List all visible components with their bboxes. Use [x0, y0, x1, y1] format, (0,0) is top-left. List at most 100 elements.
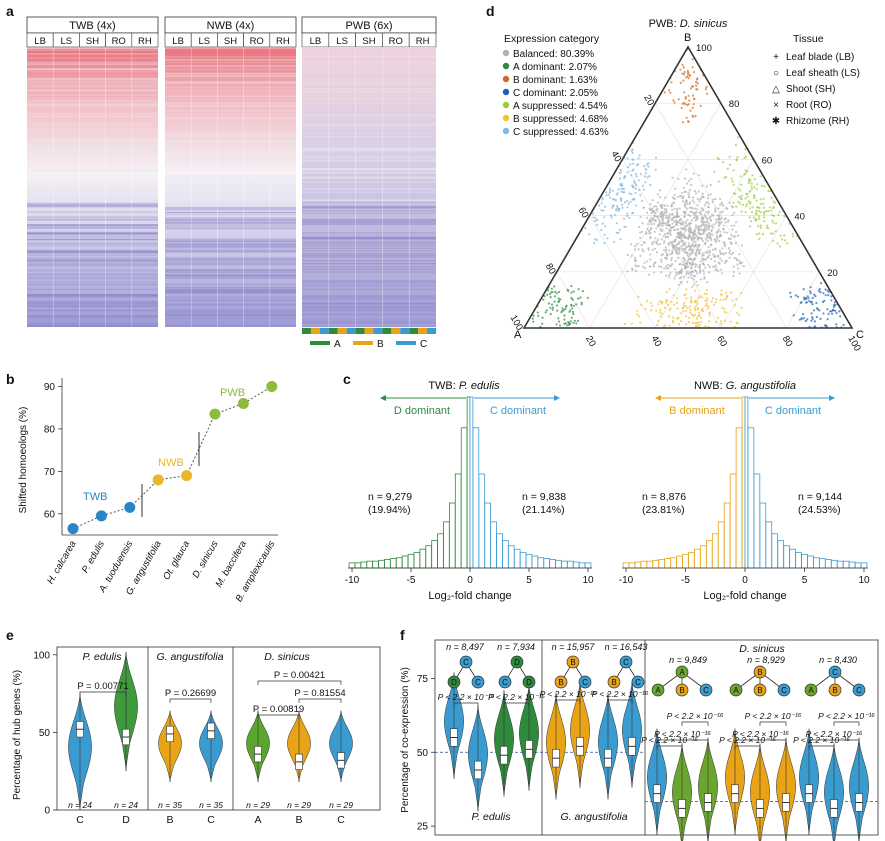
- ternary-point-b-suppressed: [733, 304, 736, 307]
- ternary-point-balanced: [658, 265, 661, 268]
- histogram-bar: [425, 545, 432, 569]
- ternary-vertex-a: A: [514, 329, 522, 341]
- panel-f-tree-node: [729, 683, 743, 697]
- heatmap-stripe: [302, 88, 436, 90]
- ternary-point-balanced: [665, 216, 668, 219]
- ternary-point-a-dominant: [563, 318, 566, 321]
- ternary-point-b-suppressed: [698, 323, 701, 326]
- heatmap-stripe: [302, 148, 436, 151]
- heatmap-stripe: [302, 259, 436, 262]
- ternary-point-balanced: [699, 260, 703, 263]
- panel-f: f Percentage of co-expression (%) 255075…: [400, 627, 879, 841]
- ternary-point-c-suppressed: [640, 199, 644, 202]
- heatmap-stripe: [302, 48, 436, 50]
- heatmap-group-title: NWB (4x): [207, 20, 255, 32]
- ternary-point-balanced: [653, 247, 657, 250]
- ternary-point-balanced: [712, 265, 715, 268]
- ternary-point-c-dominant: [829, 310, 832, 313]
- heatmap-stripe: [165, 47, 296, 50]
- tissue-legend-symbol: △: [772, 84, 780, 95]
- ternary-point-balanced: [699, 225, 702, 228]
- heatmap-stripe: [27, 140, 158, 142]
- heatmap-stripe: [27, 115, 158, 117]
- ternary-point-balanced: [720, 272, 724, 275]
- ternary-point-c-suppressed: [584, 227, 587, 230]
- histogram-bar: [634, 561, 642, 569]
- panel-e-n-label: n = 29: [246, 800, 270, 810]
- ternary-point-balanced: [734, 235, 737, 238]
- heatmap-stripe: [27, 48, 158, 49]
- histogram-xtick-label: 5: [526, 575, 532, 586]
- ternary-point-balanced: [651, 210, 654, 213]
- panel-e-xtick-label: B: [295, 814, 302, 826]
- ternary-point-balanced: [646, 260, 649, 263]
- ternary-point-balanced: [694, 240, 697, 243]
- ternary-point-c-dominant: [809, 292, 812, 295]
- ternary-point-balanced: [693, 201, 696, 204]
- heatmap-stripe: [27, 231, 158, 233]
- panel-b-point: [237, 397, 249, 409]
- heatmap-stripe: [27, 189, 158, 191]
- heatmap-stripe: [302, 91, 436, 94]
- ternary-point-c-suppressed: [620, 199, 623, 202]
- histogram-bar: [813, 557, 820, 569]
- ternary-point-b-suppressed: [710, 300, 713, 303]
- ternary-point-b-suppressed: [657, 319, 660, 322]
- histogram-bar: [711, 533, 719, 569]
- ternary-point-balanced: [653, 222, 656, 225]
- heatmap-tissue-label: LS: [60, 36, 72, 47]
- ternary-point-b-suppressed: [704, 325, 707, 328]
- ternary-point-c-suppressed: [626, 212, 629, 215]
- heatmap-stripe: [27, 57, 158, 59]
- heatmap-stripe: [27, 85, 158, 88]
- ternary-point-balanced: [722, 224, 725, 227]
- heatmap-stripe: [302, 303, 436, 306]
- ternary-point-balanced: [675, 221, 679, 224]
- ternary-point-b-suppressed: [708, 320, 711, 323]
- heatmap-stripe: [27, 283, 158, 286]
- heatmap-stripe: [302, 205, 436, 208]
- ternary-point-b-suppressed: [693, 307, 696, 310]
- ternary-point-a-suppressed: [736, 156, 739, 159]
- heatmap-stripe: [165, 90, 296, 92]
- ternary-point-c-dominant: [806, 318, 809, 321]
- ternary-point-c-suppressed: [618, 228, 622, 231]
- ternary-point-c-suppressed: [607, 194, 610, 197]
- ternary-point-c-suppressed: [600, 228, 603, 231]
- histogram-xtick-label: -10: [345, 575, 360, 586]
- heatmap-stripe: [302, 205, 436, 207]
- panel-f-tree-node-label: A: [655, 686, 661, 695]
- panel-label-a: a: [6, 3, 14, 19]
- heatmap-stripe: [27, 260, 158, 262]
- ternary-point-c-suppressed: [638, 188, 641, 192]
- ternary-point-b-dominant: [689, 109, 692, 112]
- ternary-point-a-suppressed: [744, 148, 747, 151]
- histogram-bar: [819, 558, 826, 569]
- panel-f-ytick-label: 75: [417, 674, 429, 685]
- heatmap-stripe: [27, 202, 158, 205]
- heatmap-stripe: [165, 102, 296, 104]
- heatmap-stripe: [165, 271, 296, 273]
- subgenome-colorbar-cell: [391, 328, 401, 334]
- heatmap-stripe: [302, 124, 436, 126]
- ternary-point-balanced: [700, 207, 703, 210]
- ternary-point-balanced: [645, 232, 648, 235]
- ternary-point-balanced: [713, 210, 717, 213]
- ternary-tick-left: 100: [507, 313, 524, 332]
- ternary-point-a-suppressed: [758, 217, 761, 220]
- heatmap-stripe: [165, 222, 296, 225]
- heatmap-stripe: [302, 223, 436, 225]
- heatmap-stripe: [165, 309, 296, 312]
- ternary-point-balanced: [668, 276, 671, 279]
- histogram-right-label: C dominant: [490, 405, 546, 417]
- ternary-legend-label: Balanced: 80.39%: [513, 49, 594, 60]
- ternary-point-a-dominant: [555, 292, 558, 295]
- heatmap-stripe: [27, 216, 158, 219]
- ternary-point-balanced: [702, 216, 705, 219]
- ternary-point-a-dominant: [541, 316, 544, 319]
- heatmap-stripe: [302, 124, 436, 126]
- ternary-point-balanced: [656, 207, 659, 210]
- heatmap-stripe: [165, 105, 296, 107]
- histogram-bar: [807, 555, 814, 569]
- ternary-point-balanced: [693, 275, 697, 278]
